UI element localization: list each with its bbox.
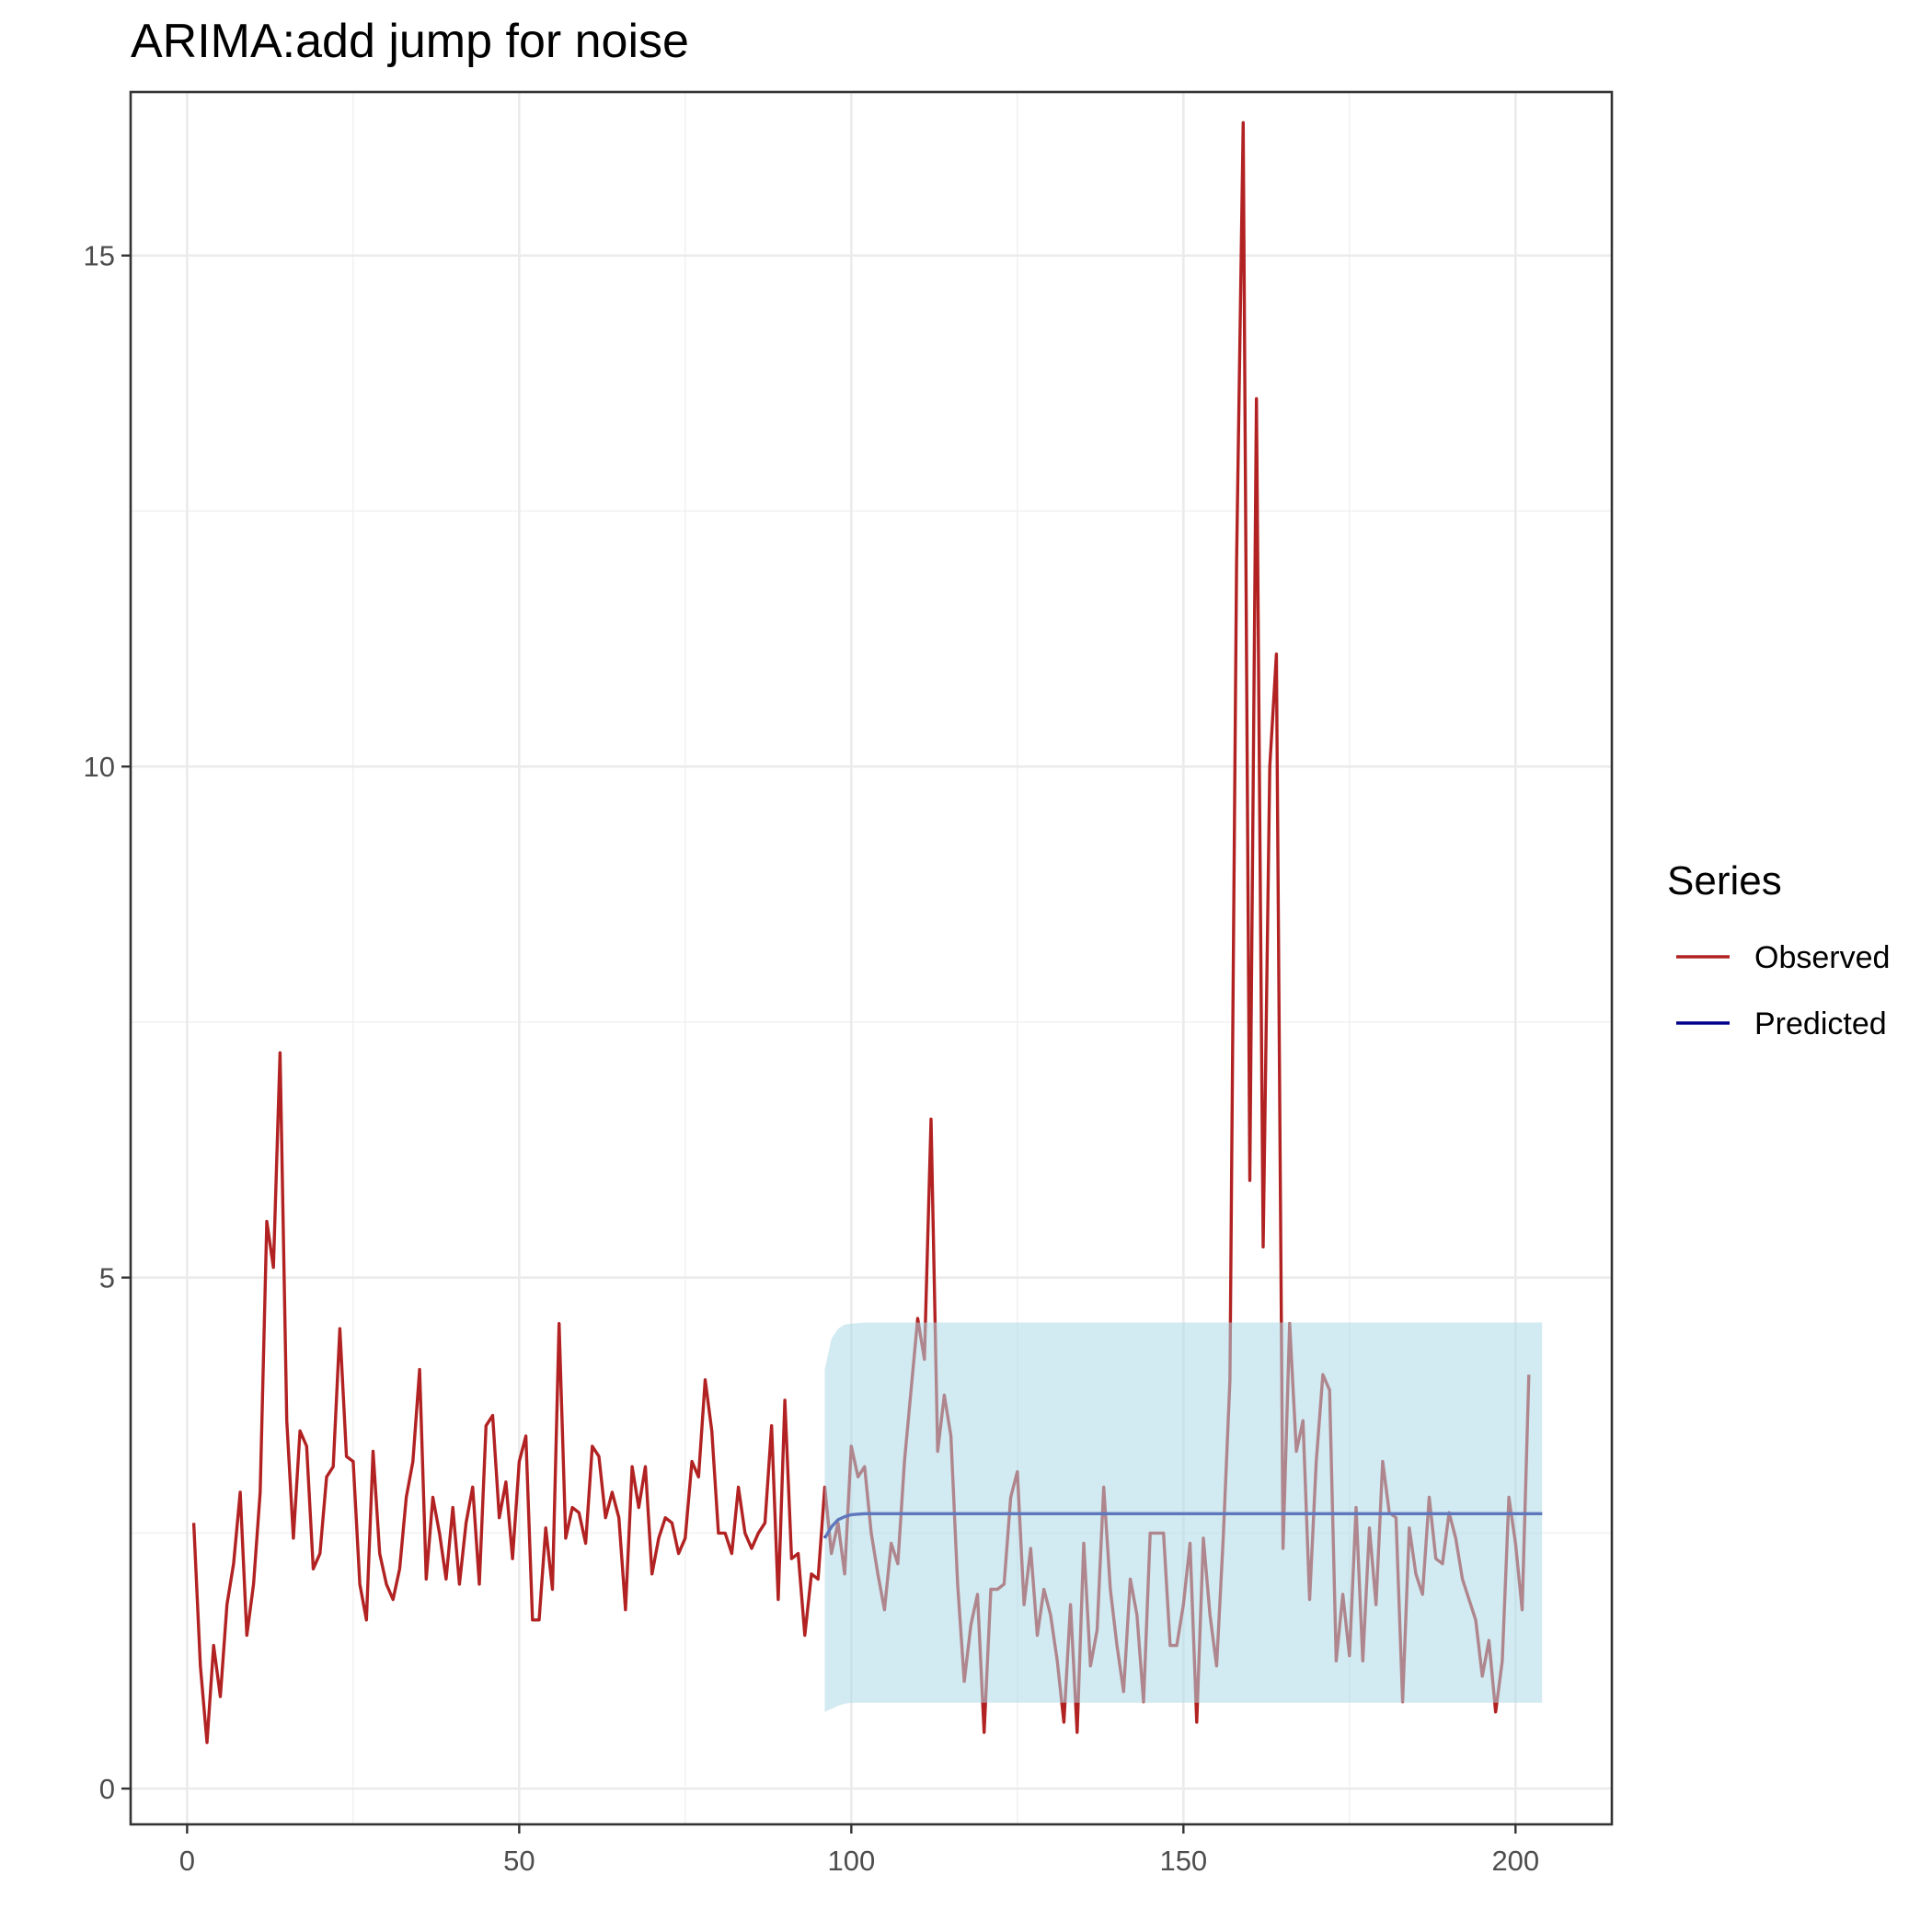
chart-title: ARIMA:add jump for noise [131, 15, 689, 68]
x-tick-label: 150 [1159, 1845, 1207, 1877]
legend: Series Observed Predicted [1667, 858, 1890, 1041]
legend-label-observed: Observed [1754, 940, 1890, 975]
grid-minor [131, 92, 1612, 1824]
legend-label-predicted: Predicted [1754, 1006, 1887, 1041]
x-tick-label: 100 [827, 1845, 875, 1877]
y-tick-label: 5 [99, 1262, 115, 1294]
x-axis: 0 50 100 150 200 [179, 1824, 1539, 1877]
y-tick-label: 0 [99, 1773, 115, 1805]
x-tick-label: 0 [179, 1845, 195, 1877]
legend-title: Series [1667, 858, 1782, 903]
y-tick-label: 10 [84, 751, 115, 783]
y-axis: 0 5 10 15 [84, 240, 131, 1805]
x-tick-label: 50 [503, 1845, 535, 1877]
plot-border [129, 90, 1614, 1826]
x-tick-label: 200 [1491, 1845, 1539, 1877]
y-tick-label: 15 [84, 240, 115, 272]
predicted-layer [823, 1322, 1543, 1712]
prediction-interval-band [824, 1322, 1543, 1712]
